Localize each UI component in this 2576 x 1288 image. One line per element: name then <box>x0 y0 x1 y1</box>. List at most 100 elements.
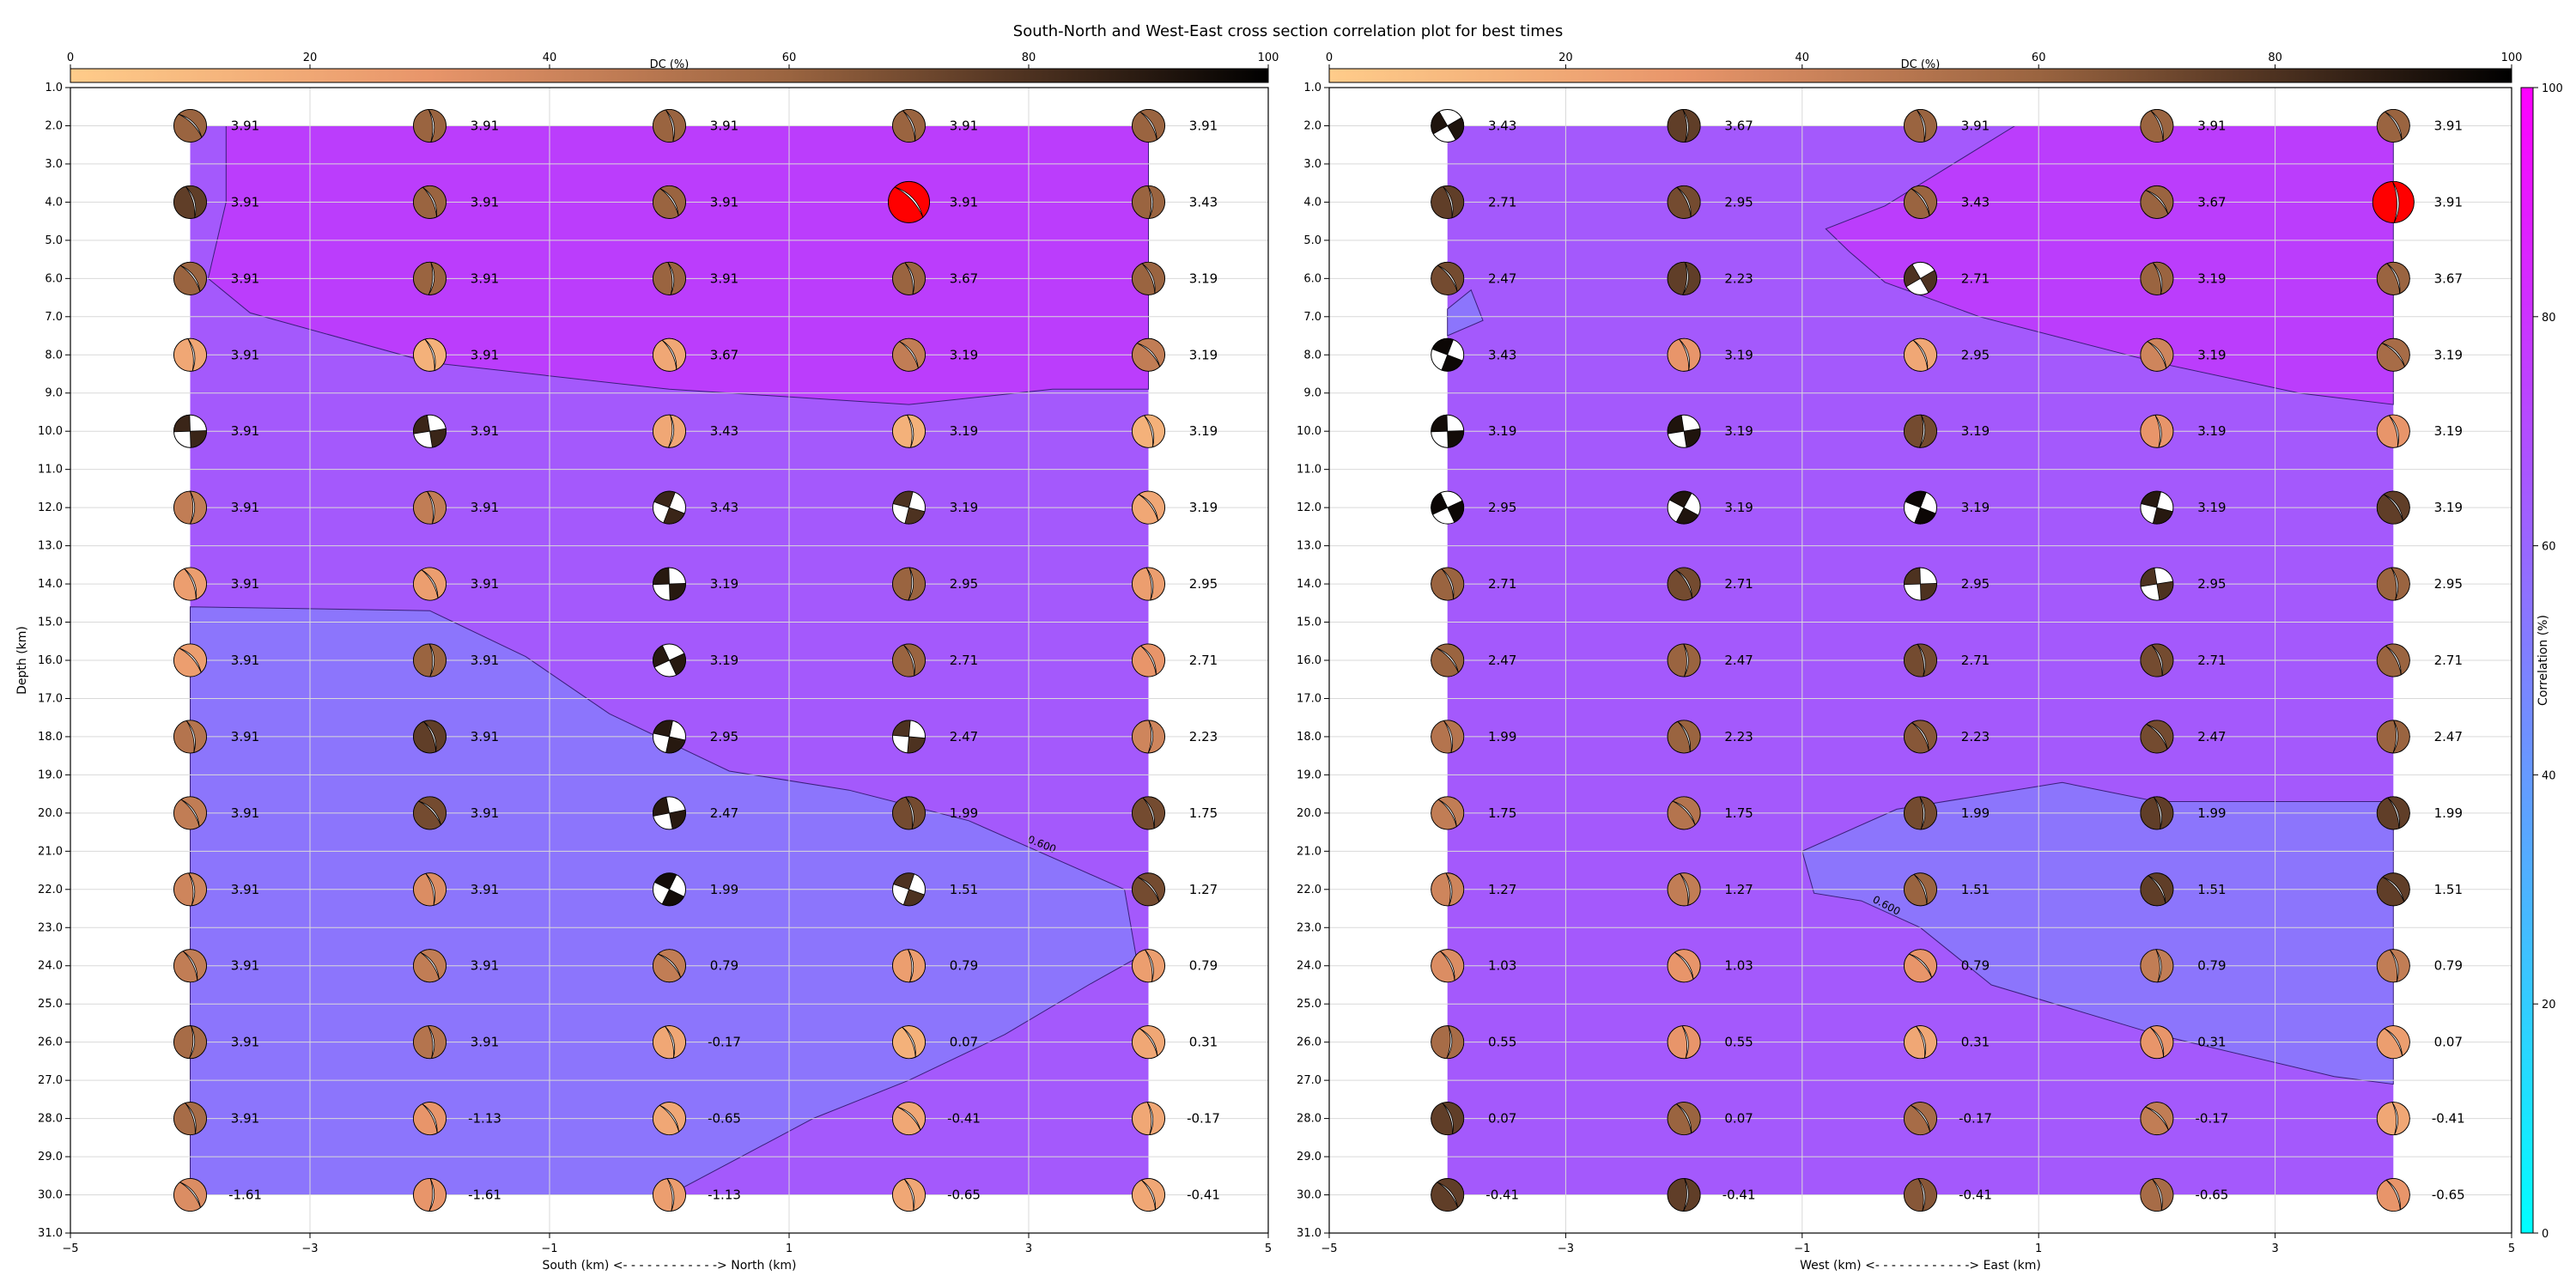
focal-mechanism-beachball <box>892 796 926 830</box>
beachball-compressional <box>427 1025 447 1060</box>
beachball-compressional <box>173 185 196 219</box>
beachball-quadrant <box>1441 354 1463 372</box>
beachball-compressional <box>653 339 677 372</box>
beachball-compressional <box>1677 720 1701 753</box>
y-tick-label: 9.0 <box>1303 387 1321 400</box>
moment-value-label: -0.65 <box>708 1111 741 1127</box>
beachball-quadrant <box>1667 414 1685 434</box>
moment-value-label: 2.71 <box>2197 653 2226 668</box>
moment-value-label: -0.17 <box>708 1035 741 1050</box>
beachball-compressional <box>1146 1102 1165 1136</box>
beachball-compressional <box>413 109 434 143</box>
moment-value-label: 3.91 <box>710 270 738 286</box>
beachball-compressional <box>1431 872 1451 907</box>
moment-value-label: 2.95 <box>710 729 738 744</box>
beachball-compressional <box>653 1104 680 1135</box>
beachball-compressional <box>1919 796 1937 830</box>
beachball-compressional <box>1439 949 1464 981</box>
beachball-compressional <box>1147 185 1165 219</box>
beachball-compressional <box>1132 876 1160 907</box>
beachball-compressional <box>892 414 913 448</box>
y-tick-label: 5.0 <box>1303 234 1321 247</box>
moment-value-label: 1.03 <box>1724 958 1753 974</box>
y-tick-label: 13.0 <box>38 540 63 553</box>
beachball-quadrant <box>429 428 447 448</box>
focal-mechanism-beachball <box>1431 1025 1465 1060</box>
focal-mechanism-beachball <box>1431 108 1465 143</box>
focal-mechanism-beachball <box>173 872 207 907</box>
y-tick-label: 26.0 <box>1297 1036 1321 1049</box>
moment-value-label: 2.95 <box>2197 576 2226 592</box>
beachball-compressional <box>2150 109 2174 142</box>
focal-mechanism-beachball <box>653 1102 686 1136</box>
y-tick-label: 3.0 <box>1303 158 1321 171</box>
y-tick-label: 30.0 <box>1297 1189 1321 1202</box>
focal-mechanism-beachball <box>1904 490 1937 525</box>
beachball-compressional <box>2140 949 2160 983</box>
moment-value-label: -1.61 <box>468 1188 501 1203</box>
beachball-quadrant <box>669 809 686 829</box>
focal-mechanism-beachball <box>173 414 207 448</box>
y-tick-label: 20.0 <box>1297 807 1321 820</box>
moment-value-label: 2.95 <box>950 576 978 592</box>
moment-value-label: 3.19 <box>1189 270 1218 286</box>
moment-value-label: 3.91 <box>471 882 499 897</box>
moment-value-label: 3.67 <box>710 347 738 362</box>
moment-value-label: -0.17 <box>2195 1111 2228 1127</box>
correlation-contour-low <box>1447 289 1484 337</box>
beachball-compressional <box>2382 872 2410 902</box>
moment-value-label: 3.91 <box>1189 118 1218 133</box>
y-tick-label: 21.0 <box>38 845 63 858</box>
moment-value-label: 3.91 <box>231 576 259 592</box>
beachball-compressional <box>1667 951 1694 983</box>
beachball-compressional <box>1667 338 1690 372</box>
beachball-compressional <box>1132 415 1153 448</box>
beachball-compressional <box>413 1025 434 1059</box>
beachball-compressional <box>2140 644 2163 677</box>
beachball-compressional <box>1904 188 1930 219</box>
focal-mechanism-beachball <box>173 1178 207 1212</box>
moment-value-label: 2.71 <box>1488 576 1516 592</box>
beachball-compressional <box>1904 953 1933 983</box>
focal-mechanism-beachball <box>892 720 926 754</box>
focal-mechanism-beachball <box>653 720 686 754</box>
beachball-compressional <box>1904 1025 1925 1060</box>
beachball-quadrant <box>1905 490 1927 508</box>
beachball-compressional <box>1904 643 1925 677</box>
beachball-compressional <box>1132 185 1152 219</box>
moment-value-label: 2.95 <box>1961 576 1990 592</box>
y-tick-label: 12.0 <box>1297 501 1321 514</box>
moment-value-label: 0.79 <box>2434 958 2463 974</box>
beachball-compressional <box>413 1178 434 1212</box>
beachball-compressional <box>2155 949 2174 983</box>
moment-value-label: 3.19 <box>710 653 738 668</box>
beachball-compressional <box>892 262 914 295</box>
beachball-compressional <box>413 569 439 601</box>
beachball-compressional <box>2147 337 2174 369</box>
x-tick-label: 1 <box>2035 1242 2042 1255</box>
beachball-quadrant <box>904 507 926 525</box>
moment-value-label: 3.91 <box>471 576 499 592</box>
beachball-compressional <box>428 1178 447 1212</box>
focal-mechanism-beachball <box>2376 720 2410 754</box>
beachball-compressional <box>422 185 447 218</box>
colorbar-dc-tick-label: 60 <box>2032 52 2046 64</box>
focal-mechanism-beachball <box>2376 567 2410 601</box>
colorbar-dc-tick-label: 100 <box>2501 52 2523 64</box>
beachball-compressional <box>1667 1025 1688 1059</box>
beachball-compressional <box>1676 185 1701 218</box>
beachball-compressional <box>1132 263 1156 295</box>
beachball-compressional <box>1132 645 1157 677</box>
beachball-compressional <box>413 1103 438 1135</box>
moment-value-label: 2.95 <box>1961 347 1990 362</box>
beachball-compressional <box>908 567 926 601</box>
focal-mechanism-beachball <box>2376 1025 2410 1060</box>
beachball-compressional <box>2385 643 2410 676</box>
moment-value-label: 2.95 <box>2434 576 2463 592</box>
beachball-compressional <box>179 643 207 673</box>
beachball-compressional <box>1904 414 1924 448</box>
focal-mechanism-beachball <box>413 720 447 754</box>
beachball-compressional <box>425 872 447 906</box>
beachball-compressional <box>1137 872 1165 902</box>
moment-value-label: 3.19 <box>1189 500 1218 515</box>
